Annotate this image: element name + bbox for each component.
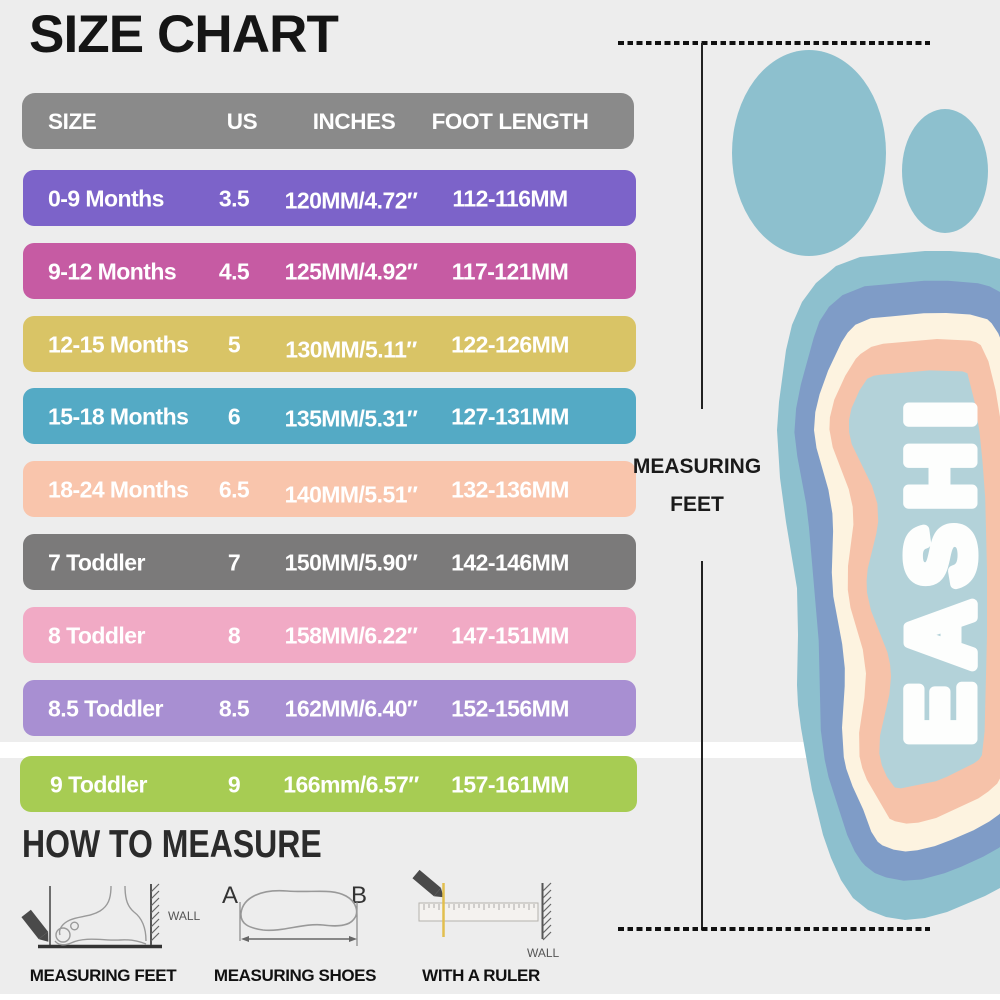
svg-text:B: B	[351, 882, 367, 909]
svg-text:A: A	[222, 882, 238, 909]
svg-text:EASHI: EASHI	[890, 386, 992, 745]
svg-text:WALL: WALL	[168, 909, 201, 923]
svg-text:WALL: WALL	[527, 946, 560, 960]
